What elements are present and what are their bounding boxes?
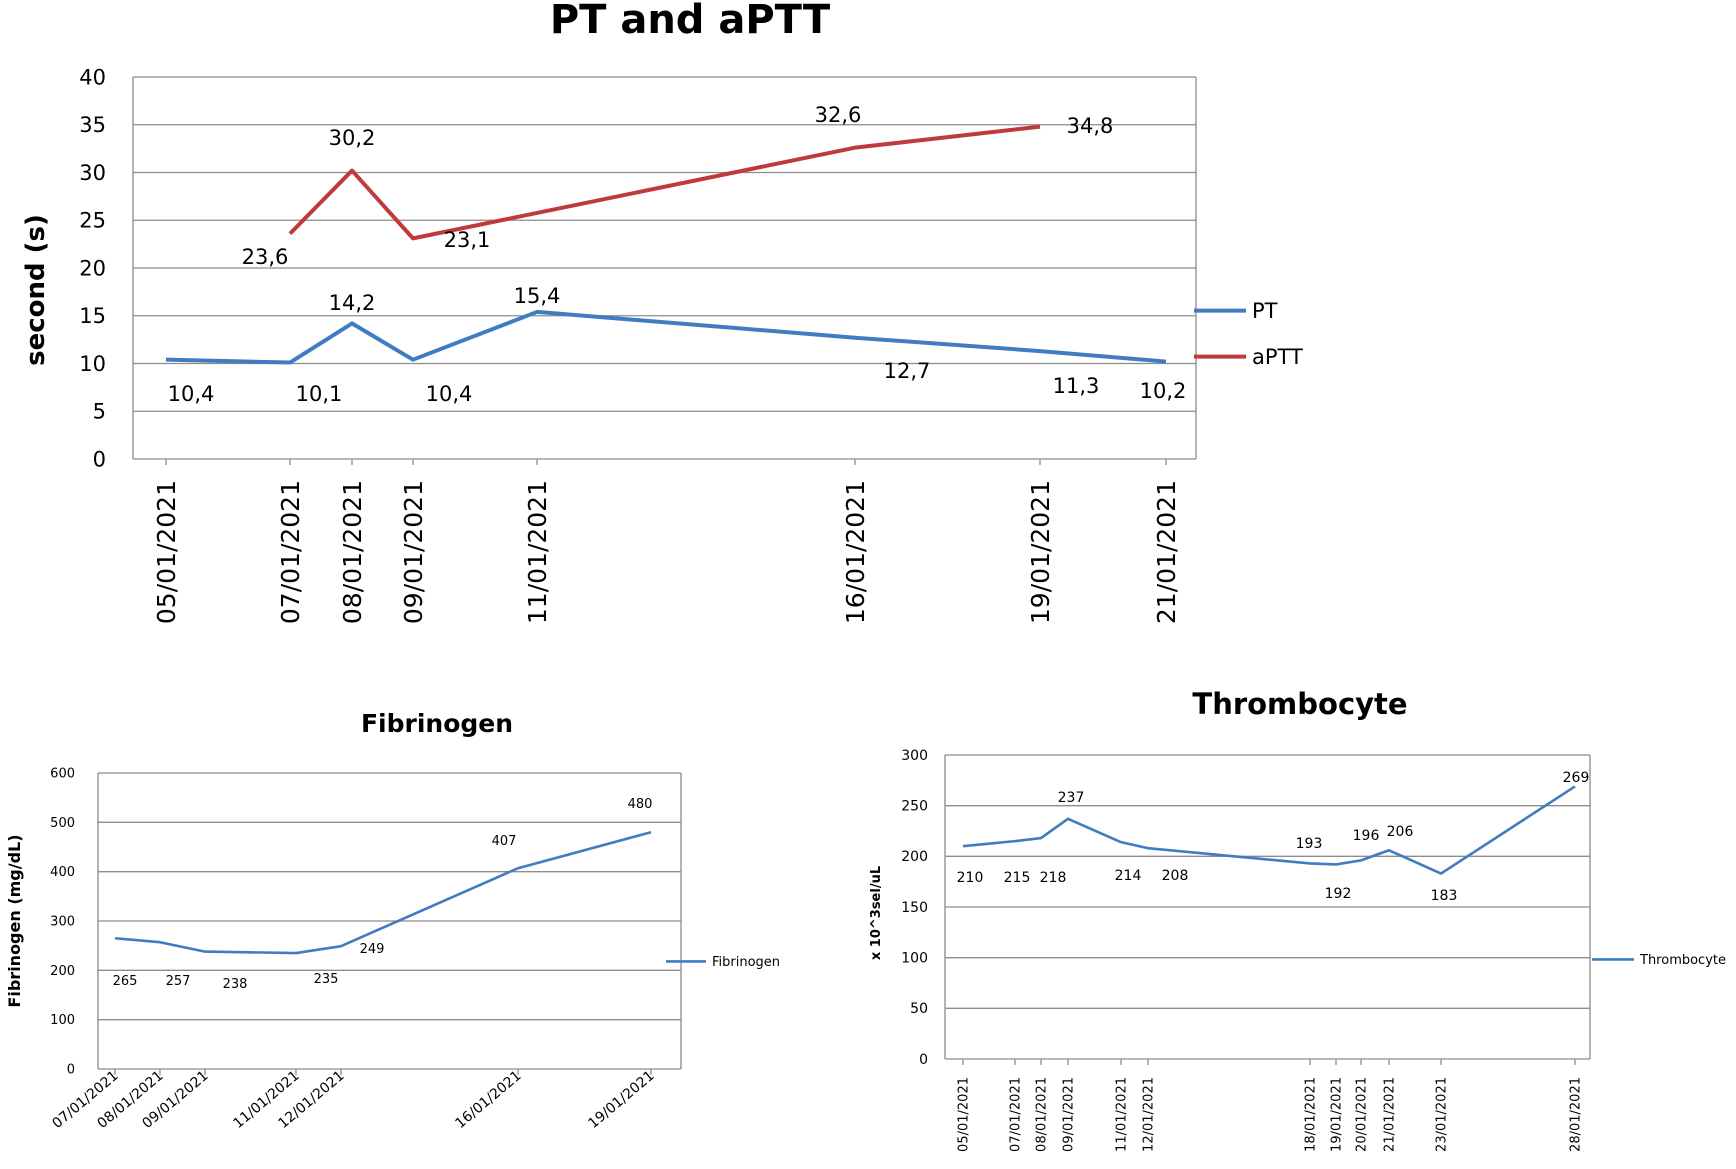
data-label: 34,8 <box>1067 114 1114 138</box>
y-tick-label: 0 <box>919 1052 928 1068</box>
x-tick-label: 05/01/2021 <box>957 1077 972 1152</box>
y-tick-label: 25 <box>79 209 106 233</box>
series-line-thrombocyte <box>962 785 1576 875</box>
y-tick-label: 40 <box>79 65 106 89</box>
x-tick-label: 23/01/2021 <box>1435 1077 1450 1152</box>
x-tick-label: 21/01/2021 <box>1383 1077 1398 1152</box>
data-label: 10,4 <box>426 382 473 406</box>
y-axis-label: x 10^3sel/uL <box>869 866 884 960</box>
y-tick-label: 50 <box>910 1001 928 1017</box>
chart-title: Fibrinogen <box>361 709 513 738</box>
chart-title: Thrombocyte <box>1192 687 1407 721</box>
legend-label: Fibrinogen <box>712 955 780 970</box>
series-line-fibrinogen <box>114 830 652 955</box>
x-tick-label: 21/01/2021 <box>1152 480 1181 624</box>
data-label: 215 <box>1004 870 1031 886</box>
series-line-pt <box>165 309 1167 365</box>
data-label: 11,3 <box>1053 374 1100 398</box>
data-label: 210 <box>957 870 984 886</box>
chart-2: Thrombocyte 0 50 100 150 200 250 300 x 10^3sel/u… <box>869 687 1726 1152</box>
y-tick-label: 300 <box>50 915 75 930</box>
y-tick-label: 200 <box>901 849 928 865</box>
y-tick-label: 30 <box>79 161 106 185</box>
data-label: 269 <box>1563 770 1590 786</box>
x-tick-label: 05/01/2021 <box>152 480 181 624</box>
y-tick-label: 250 <box>901 799 928 815</box>
chart-title: PT and aPTT <box>550 0 831 43</box>
data-label: 237 <box>1058 790 1085 806</box>
x-tick-label: 11/01/2021 <box>1115 1077 1130 1152</box>
y-tick-label: 150 <box>901 900 928 916</box>
x-tick-label: 19/01/2021 <box>1026 480 1055 624</box>
y-tick-label: 100 <box>901 951 928 967</box>
data-label: 407 <box>492 834 517 849</box>
y-tick-label: 500 <box>50 816 75 831</box>
y-tick-label: 35 <box>79 113 106 137</box>
y-tick-label: 400 <box>50 865 75 880</box>
x-tick-label: 19/01/2021 <box>585 1068 657 1132</box>
data-label: 192 <box>1325 886 1352 902</box>
data-label: 10,1 <box>296 382 343 406</box>
data-label: 10,2 <box>1140 379 1187 403</box>
data-label: 238 <box>223 977 248 992</box>
data-label: 32,6 <box>815 103 862 127</box>
x-tick-label: 16/01/2021 <box>841 480 870 624</box>
series-line-aptt <box>288 124 1041 241</box>
x-tick-label: 11/01/2021 <box>523 480 552 624</box>
legend-label: Thrombocyte <box>1639 953 1726 968</box>
y-tick-label: 20 <box>79 256 106 280</box>
data-label: 265 <box>113 974 138 989</box>
legend-label: aPTT <box>1252 345 1303 369</box>
data-label: 218 <box>1040 870 1067 886</box>
x-tick-label: 09/01/2021 <box>399 480 428 624</box>
x-tick-label: 19/01/2021 <box>1330 1077 1345 1152</box>
legend-label: PT <box>1252 299 1278 323</box>
x-tick-label: 16/01/2021 <box>452 1068 524 1132</box>
y-tick-label: 5 <box>93 400 106 424</box>
y-tick-label: 0 <box>67 1063 75 1078</box>
x-tick-label: 12/01/2021 <box>1142 1077 1157 1152</box>
x-tick-label: 07/01/2021 <box>276 480 305 624</box>
x-tick-label: 08/01/2021 <box>338 480 367 624</box>
x-tick-label: 28/01/2021 <box>1569 1077 1584 1152</box>
x-tick-label: 09/01/2021 <box>1062 1077 1077 1152</box>
data-label: 480 <box>628 797 653 812</box>
data-label: 183 <box>1431 888 1458 904</box>
data-label: 23,1 <box>444 228 491 252</box>
chart-0: PT and aPTT 0 5 10 15 20 25 30 35 40 second (s) 05/… <box>21 0 1303 624</box>
x-tick-label: 08/01/2021 <box>1035 1077 1050 1152</box>
y-tick-label: 300 <box>901 748 928 764</box>
data-label: 214 <box>1115 868 1142 884</box>
data-label: 196 <box>1353 828 1380 844</box>
data-label: 15,4 <box>514 284 561 308</box>
y-tick-label: 0 <box>93 447 106 471</box>
x-tick-label: 18/01/2021 <box>1304 1077 1319 1152</box>
data-label: 208 <box>1162 868 1189 884</box>
y-tick-label: 100 <box>50 1013 75 1028</box>
data-label: 14,2 <box>329 291 376 315</box>
data-label: 30,2 <box>329 126 376 150</box>
y-axis-label: Fibrinogen (mg/dL) <box>5 834 24 1007</box>
y-tick-label: 600 <box>50 767 75 782</box>
data-label: 257 <box>166 974 191 989</box>
data-label: 10,4 <box>168 382 215 406</box>
x-tick-label: 20/01/2021 <box>1355 1077 1370 1152</box>
data-label: 249 <box>360 942 385 957</box>
y-tick-label: 200 <box>50 964 75 979</box>
data-label: 206 <box>1387 824 1414 840</box>
data-label: 193 <box>1296 836 1323 852</box>
data-label: 235 <box>314 972 339 987</box>
data-label: 23,6 <box>242 245 289 269</box>
chart-1: Fibrinogen 0 100 200 300 400 500 600 Fibrinogen … <box>5 709 780 1132</box>
y-tick-label: 15 <box>79 304 106 328</box>
data-label: 12,7 <box>884 359 931 383</box>
y-axis-label: second (s) <box>21 214 51 366</box>
y-tick-label: 10 <box>79 352 106 376</box>
x-tick-label: 07/01/2021 <box>1009 1077 1024 1152</box>
